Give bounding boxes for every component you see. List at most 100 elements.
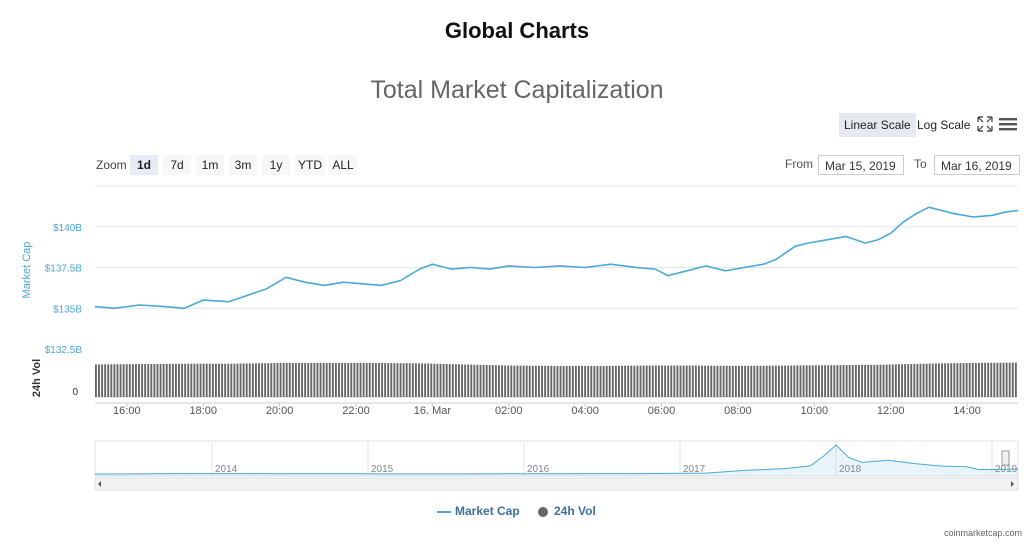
zoom-ytd-button[interactable]: YTD	[295, 155, 325, 175]
volume-bar	[98, 364, 100, 397]
legend-market-cap-label: Market Cap	[455, 504, 520, 518]
volume-bar	[867, 364, 870, 397]
volume-bar	[559, 365, 562, 397]
zoom-1y-button[interactable]: 1y	[262, 155, 290, 175]
scroll-right-arrow-icon[interactable]	[1011, 481, 1014, 487]
scroll-left-arrow-icon[interactable]	[98, 481, 101, 487]
volume-bar	[802, 365, 805, 397]
x-tick-label: 20:00	[266, 405, 294, 417]
volume-bar	[381, 363, 384, 397]
volume-bar	[611, 365, 614, 397]
legend-24h-vol[interactable]: 24h Vol	[538, 503, 596, 519]
volume-bar	[467, 364, 470, 397]
volume-bar	[839, 365, 842, 397]
volume-bar	[402, 363, 405, 397]
volume-bar	[408, 363, 411, 397]
volume-bar	[451, 364, 454, 397]
volume-bar	[356, 362, 359, 397]
zoom-1d-button[interactable]: 1d	[130, 155, 158, 175]
volume-bar	[738, 365, 740, 397]
volume-bar	[378, 363, 380, 397]
volume-bar	[531, 365, 534, 397]
volume-bar	[901, 364, 903, 397]
volume-bar	[691, 365, 694, 397]
volume-bar	[322, 362, 325, 397]
volume-bar	[661, 365, 663, 397]
volume-bar	[993, 362, 996, 397]
volume-bar	[190, 363, 193, 397]
volume-bar	[353, 362, 356, 397]
hamburger-menu-icon[interactable]	[999, 116, 1017, 132]
volume-bar	[282, 362, 285, 397]
log-scale-button[interactable]: Log Scale	[917, 118, 971, 132]
volume-bar	[553, 365, 556, 397]
volume-bar	[199, 363, 202, 397]
volume-bar	[424, 363, 427, 397]
zoom-3m-button[interactable]: 3m	[229, 155, 257, 175]
volume-bar	[390, 363, 393, 397]
legend-market-cap[interactable]: Market Cap	[437, 503, 520, 519]
y-tick-label: $132.5B	[45, 345, 83, 356]
volume-bar	[156, 363, 159, 397]
volume-bar	[494, 365, 497, 397]
volume-bar	[116, 364, 119, 397]
volume-bar	[818, 365, 820, 397]
volume-bar	[965, 363, 968, 397]
zoom-all-button[interactable]: ALL	[329, 155, 357, 175]
volume-bar	[744, 365, 747, 397]
volume-bar	[427, 363, 430, 397]
volume-bar	[350, 362, 353, 397]
to-label: To	[914, 157, 927, 171]
volume-bar	[728, 365, 731, 397]
legend-line-icon	[437, 510, 451, 513]
volume-bar	[864, 364, 867, 397]
volume-bar	[178, 363, 180, 397]
legend-24h-vol-label: 24h Vol	[554, 504, 596, 518]
volume-bar	[147, 364, 150, 397]
volume-bar	[95, 364, 97, 397]
volume-bar	[242, 363, 245, 397]
volume-bar	[725, 365, 728, 397]
volume-bar	[454, 364, 457, 397]
volume-bar	[141, 364, 144, 397]
volume-bar	[944, 363, 947, 397]
navigator-handle[interactable]	[1001, 450, 1010, 466]
volume-bar	[301, 362, 304, 397]
volume-bar	[218, 363, 220, 397]
volume-bar	[694, 365, 697, 397]
volume-bar	[562, 365, 565, 397]
volume-bar	[688, 365, 691, 397]
navigator-year-label: 2014	[215, 464, 238, 475]
volume-bar	[854, 364, 857, 397]
volume-bar	[974, 362, 977, 397]
navigator-year-label: 2015	[371, 464, 394, 475]
navigator-frame	[94, 440, 1019, 477]
legend-dot-icon	[538, 506, 548, 517]
volume-bar	[214, 363, 217, 397]
volume-bar	[568, 365, 571, 397]
volume-bar	[411, 363, 414, 397]
volume-bar	[128, 364, 131, 397]
from-date-input[interactable]: Mar 15, 2019	[818, 155, 904, 175]
chart-title: Total Market Capitalization	[370, 76, 664, 104]
volume-bar	[774, 365, 777, 397]
volume-bar	[488, 365, 491, 397]
volume-bar	[104, 364, 107, 397]
to-date-input[interactable]: Mar 16, 2019	[934, 155, 1020, 175]
navigator-scrollbar[interactable]	[94, 477, 1019, 491]
volume-bar	[624, 365, 627, 397]
volume-bar	[894, 364, 897, 397]
volume-bar	[630, 365, 633, 397]
volume-bar	[679, 365, 682, 397]
zoom-1m-button[interactable]: 1m	[196, 155, 224, 175]
zoom-7d-button[interactable]: 7d	[163, 155, 191, 175]
volume-bar	[898, 364, 900, 397]
volume-bar	[953, 363, 956, 397]
volume-bar	[842, 365, 845, 397]
linear-scale-button[interactable]: Linear Scale	[839, 113, 916, 137]
volume-bar	[621, 365, 623, 397]
volume-bar	[418, 363, 420, 397]
expand-arrows-icon[interactable]	[977, 116, 993, 132]
volume-bar	[919, 363, 922, 397]
